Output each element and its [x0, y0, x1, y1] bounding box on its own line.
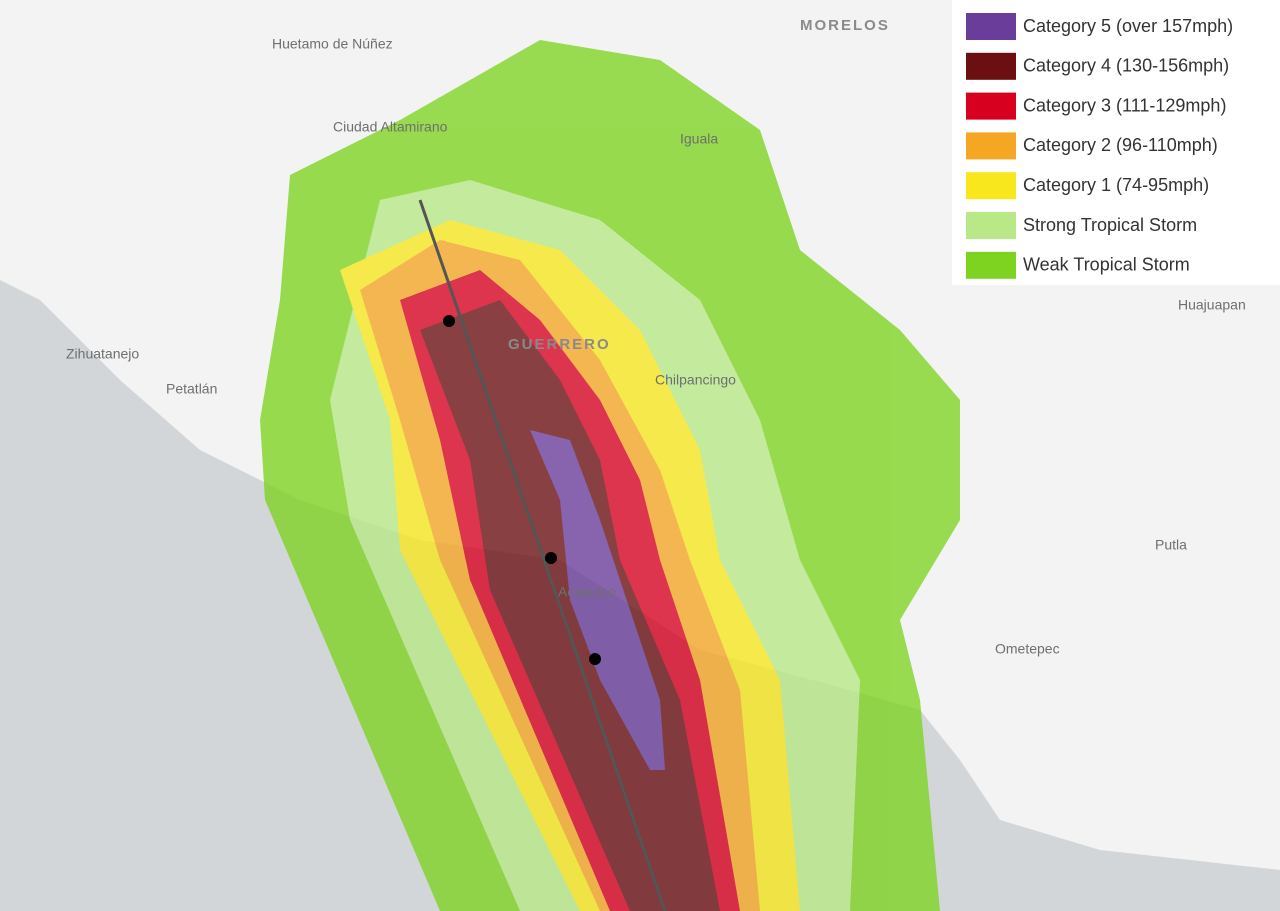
place-label: Zihuatanejo [66, 346, 139, 362]
track-point [443, 315, 455, 327]
place-label: Putla [1155, 537, 1187, 553]
legend-swatch [966, 251, 1016, 279]
region-label: MORELOS [800, 17, 890, 34]
swath-cat5 [530, 430, 665, 770]
wind-swath [260, 40, 960, 911]
legend-label: Category 3 (111-129mph) [1023, 95, 1226, 115]
legend-items: Category 5 (over 157mph) Category 4 (130-… [966, 13, 1233, 279]
legend-label: Category 4 (130-156mph) [1023, 56, 1229, 76]
legend-label: Weak Tropical Storm [1023, 255, 1190, 275]
legend-swatch [966, 132, 1016, 160]
region-label: GUERRERO [508, 336, 611, 353]
track-point [545, 552, 557, 564]
legend-label: Category 5 (over 157mph) [1023, 16, 1233, 36]
place-label: Huetamo de Núñez [272, 36, 393, 52]
legend-swatch [966, 13, 1016, 40]
place-label: Huajuapan [1178, 297, 1246, 313]
place-label: Chilpancingo [655, 372, 736, 388]
storm-track [418, 199, 667, 911]
place-label: Ciudad Altamirano [333, 119, 448, 135]
legend-label: Strong Tropical Storm [1023, 215, 1197, 235]
legend-swatch [966, 92, 1016, 120]
legend-swatch [966, 52, 1016, 80]
legend-label: Category 1 (74-95mph) [1023, 175, 1209, 195]
place-label: Petatlán [166, 381, 217, 397]
legend-swatch [966, 172, 1016, 200]
place-label: Ometepec [995, 641, 1060, 657]
legend-swatch [966, 212, 1016, 239]
ocean [0, 280, 1280, 911]
legend-label: Category 2 (96-110mph) [1023, 135, 1218, 155]
place-label: Acapulco [558, 584, 616, 600]
place-label: Iguala [680, 131, 718, 147]
track-point [589, 653, 601, 665]
